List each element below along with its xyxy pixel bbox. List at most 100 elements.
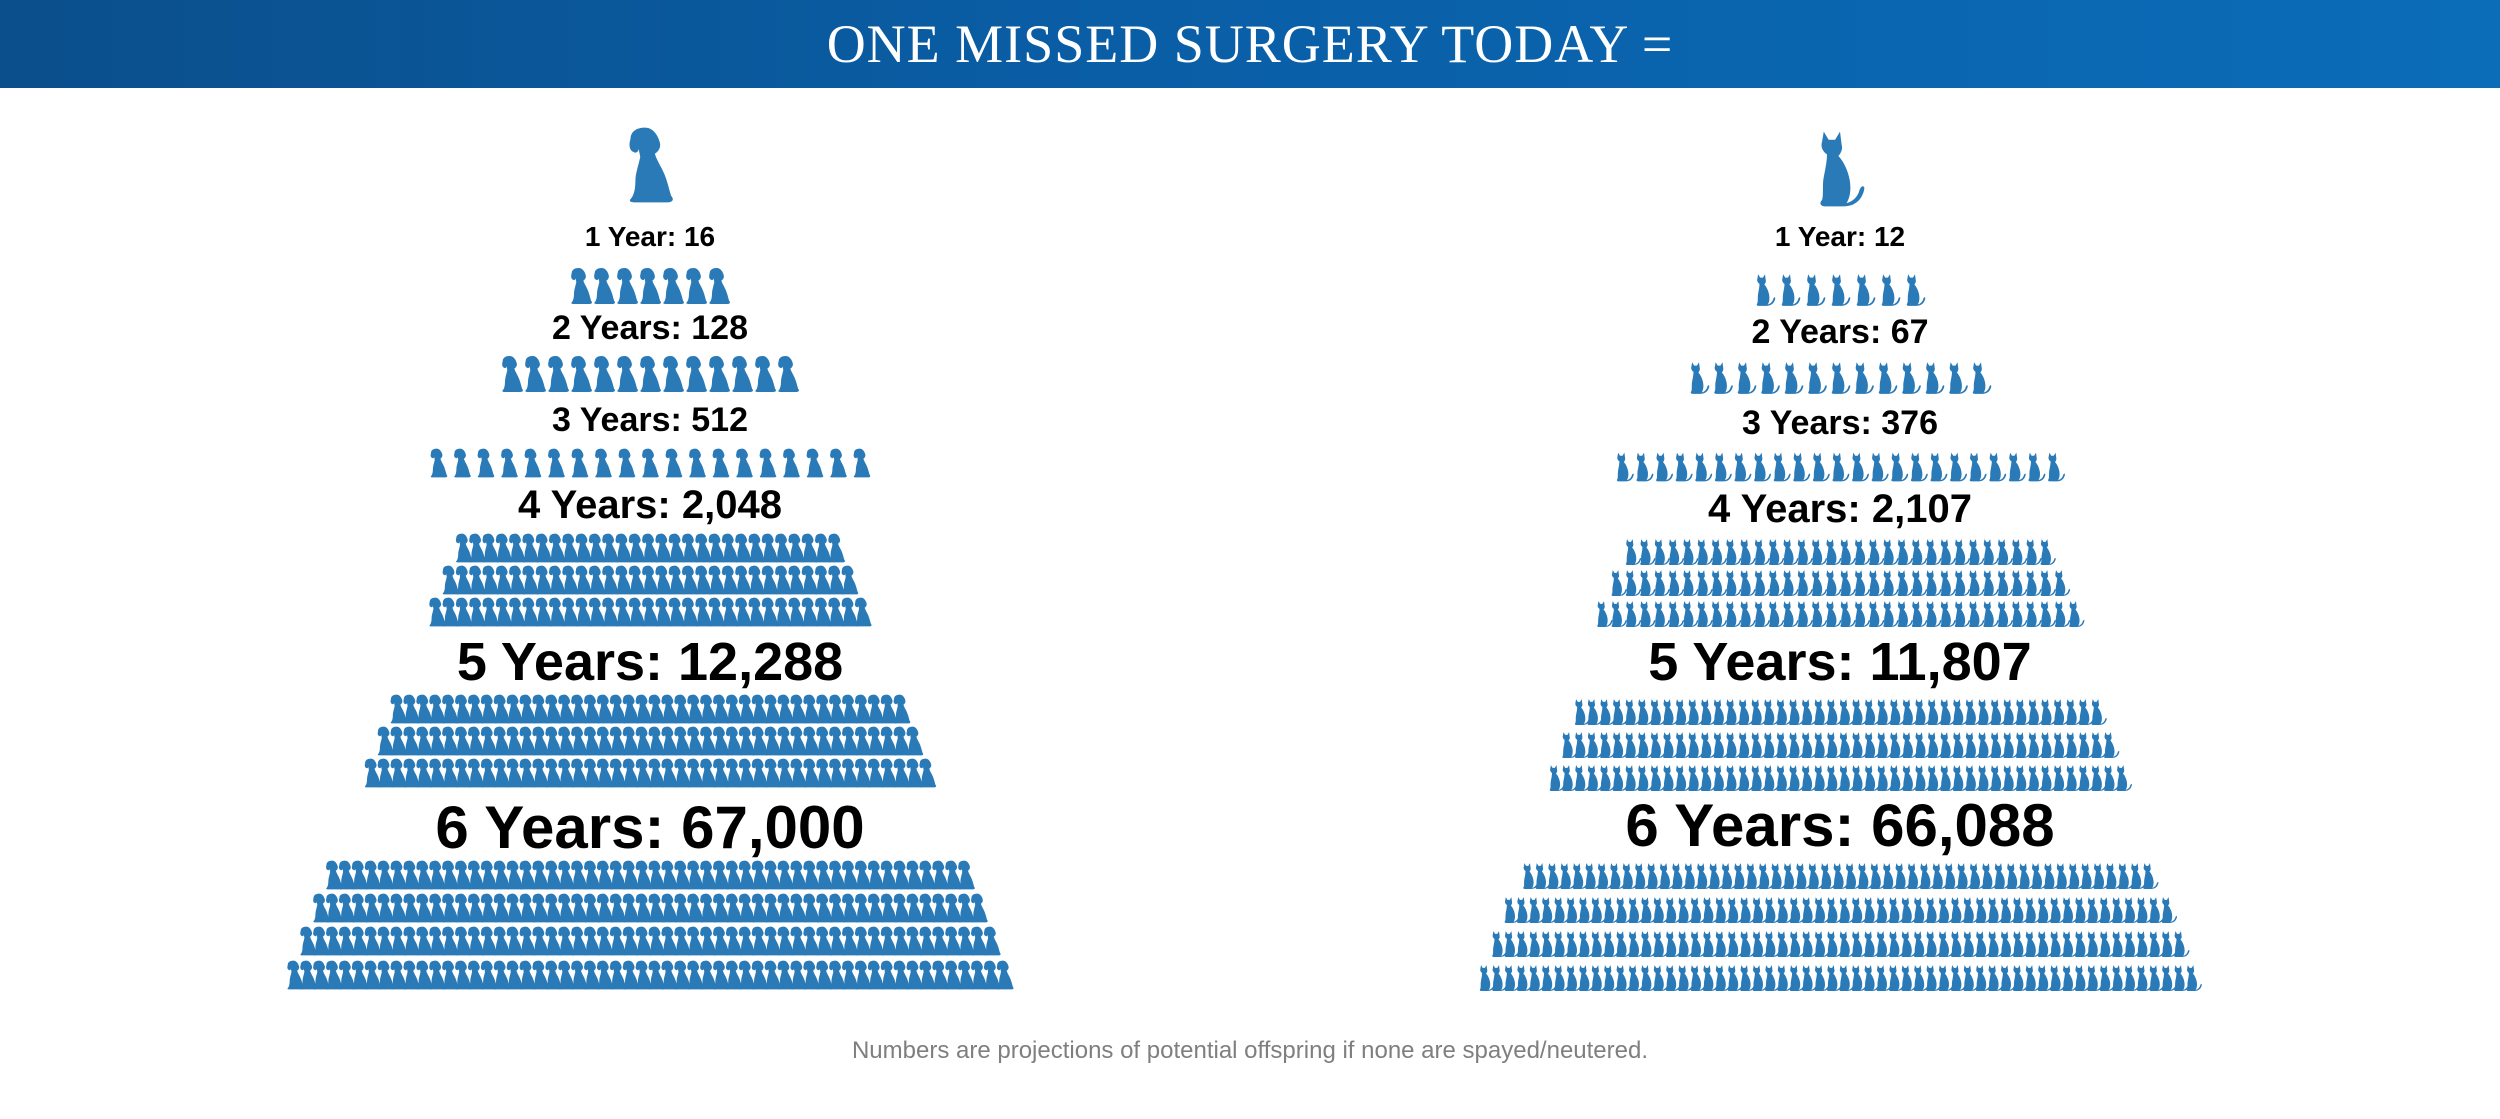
dog-icon-small bbox=[595, 448, 612, 478]
cat-icon-small bbox=[2104, 765, 2120, 791]
cat-icon-small bbox=[1597, 601, 1613, 627]
cat-icon-small bbox=[1878, 362, 1898, 394]
cat-icon-small bbox=[1612, 765, 1628, 791]
cat-icon-small bbox=[1811, 570, 1827, 596]
dog-icon-small bbox=[430, 448, 448, 478]
dog-icon-large bbox=[629, 127, 673, 203]
cat-icon-small bbox=[1600, 765, 1616, 791]
cat-icon-small bbox=[1915, 732, 1931, 758]
cat-icon-small bbox=[1997, 539, 2013, 565]
cat-icon-small bbox=[2015, 699, 2032, 725]
cat-icon-small bbox=[1793, 452, 1811, 482]
cat-icon-small bbox=[1663, 765, 1679, 791]
cat-icon-small bbox=[2053, 765, 2069, 791]
cat-icon-small bbox=[2003, 699, 2019, 725]
cat-icon-small bbox=[1852, 732, 1868, 758]
cat-icon-small bbox=[2091, 765, 2107, 791]
cat-icon-small bbox=[2026, 539, 2042, 565]
cat-icon-small bbox=[1883, 539, 1899, 565]
cat-icon-small bbox=[1808, 362, 1827, 394]
dog-icon-small bbox=[709, 356, 730, 392]
cat-icon-small bbox=[2116, 765, 2132, 791]
cat-icon-small bbox=[1854, 539, 1870, 565]
cat-icon-small bbox=[1562, 765, 1578, 791]
cat-icon-small bbox=[1852, 452, 1869, 482]
cat-icon-small bbox=[1663, 699, 1679, 725]
cat-icon-small bbox=[1940, 601, 1956, 627]
cat-icon-small bbox=[2066, 765, 2082, 791]
cat-icon-small bbox=[1983, 539, 1999, 565]
dog-level-3-label: 3 Years: 512 bbox=[552, 401, 748, 439]
cat-level-1-label: 1 Year: 12 bbox=[1775, 221, 1905, 252]
cat-icon-small bbox=[1864, 699, 1880, 725]
cat-icon-small bbox=[1784, 362, 1804, 394]
cat-icon-small bbox=[2028, 732, 2044, 758]
cat-icon-small bbox=[1726, 765, 1742, 791]
cat-icon-small bbox=[1754, 570, 1770, 596]
cat-icon-small bbox=[2028, 452, 2046, 482]
cat-icon-small bbox=[1625, 570, 1642, 596]
cat-icon-small bbox=[2143, 863, 2159, 889]
dog-icon-small bbox=[477, 448, 495, 478]
cat-icon-small bbox=[1940, 539, 1956, 565]
dog-icon-small bbox=[830, 448, 847, 478]
cat-icon-small bbox=[1574, 765, 1591, 791]
dog-icon-small bbox=[686, 356, 707, 392]
cat-icon-small bbox=[1640, 539, 1656, 565]
cat-icon-small bbox=[1883, 601, 1899, 627]
cat-icon-small bbox=[1763, 765, 1780, 791]
cat-icon-small bbox=[2026, 570, 2042, 596]
cat-icon-small bbox=[1983, 570, 1999, 596]
cat-icon-small bbox=[1972, 362, 1992, 394]
cat-icon-small bbox=[2091, 732, 2107, 758]
cat-icon-small bbox=[1783, 601, 1799, 627]
dog-icon-small bbox=[617, 356, 638, 392]
cat-icon-small bbox=[1711, 570, 1727, 596]
cat-icon-small bbox=[1663, 732, 1679, 758]
cat-icon-small bbox=[1812, 452, 1830, 482]
cat-icon-small bbox=[1852, 765, 1868, 791]
dog-icon-small bbox=[571, 356, 592, 392]
cat-icon-small bbox=[1738, 732, 1754, 758]
cat-icon-small bbox=[1871, 452, 1889, 482]
cat-icon-small bbox=[1738, 765, 1754, 791]
dog-icon-small bbox=[640, 268, 661, 304]
cat-icon-small bbox=[2003, 732, 2019, 758]
cat-icon-small bbox=[1814, 699, 1830, 725]
cat-icon-small bbox=[1990, 765, 2006, 791]
cat-icon-small bbox=[1625, 765, 1641, 791]
cat-icon-small bbox=[1839, 732, 1855, 758]
cat-icon-small bbox=[1897, 570, 1913, 596]
dog-icon-small bbox=[571, 268, 592, 304]
cat-icon-small bbox=[1797, 570, 1813, 596]
cat-icon-small bbox=[1768, 570, 1785, 596]
cat-icon-small bbox=[1549, 765, 1565, 791]
dog-pyramid: 1 Year: 16 2 Years: 128 3 Years: 512 4 Year… bbox=[287, 127, 1014, 990]
cat-icon-small bbox=[1831, 362, 1851, 394]
cat-icon-small bbox=[1954, 539, 1970, 565]
cat-icon-small bbox=[1854, 601, 1870, 627]
dog-icon-small bbox=[806, 448, 824, 478]
dog-level-2-label: 2 Years: 128 bbox=[552, 309, 748, 347]
cat-icon-small bbox=[1814, 765, 1830, 791]
cat-icon-small bbox=[1954, 570, 1970, 596]
cat-icon-small bbox=[1713, 732, 1729, 758]
cat-icon-small bbox=[1940, 570, 1956, 596]
cat-icon-small bbox=[1751, 765, 1767, 791]
cat-icon-small bbox=[1726, 699, 1742, 725]
cat-icon-small bbox=[1840, 570, 1856, 596]
cat-icon-small bbox=[1864, 732, 1880, 758]
cat-icon-small bbox=[2186, 965, 2202, 991]
cat-icon-small bbox=[2028, 699, 2044, 725]
cat-icon-small bbox=[1826, 570, 1842, 596]
cat-icon-small bbox=[1915, 765, 1931, 791]
cat-icon-small bbox=[1965, 732, 1981, 758]
cat-icon-small bbox=[2041, 732, 2057, 758]
cat-icon-small bbox=[1675, 699, 1691, 725]
cat-icon-small bbox=[2078, 699, 2095, 725]
cat-icon-small bbox=[2040, 570, 2056, 596]
cat-icon-small bbox=[2040, 539, 2056, 565]
dog-icon-small bbox=[454, 448, 471, 478]
cat-icon-small bbox=[1711, 539, 1727, 565]
cat-icon-small bbox=[1611, 570, 1627, 596]
